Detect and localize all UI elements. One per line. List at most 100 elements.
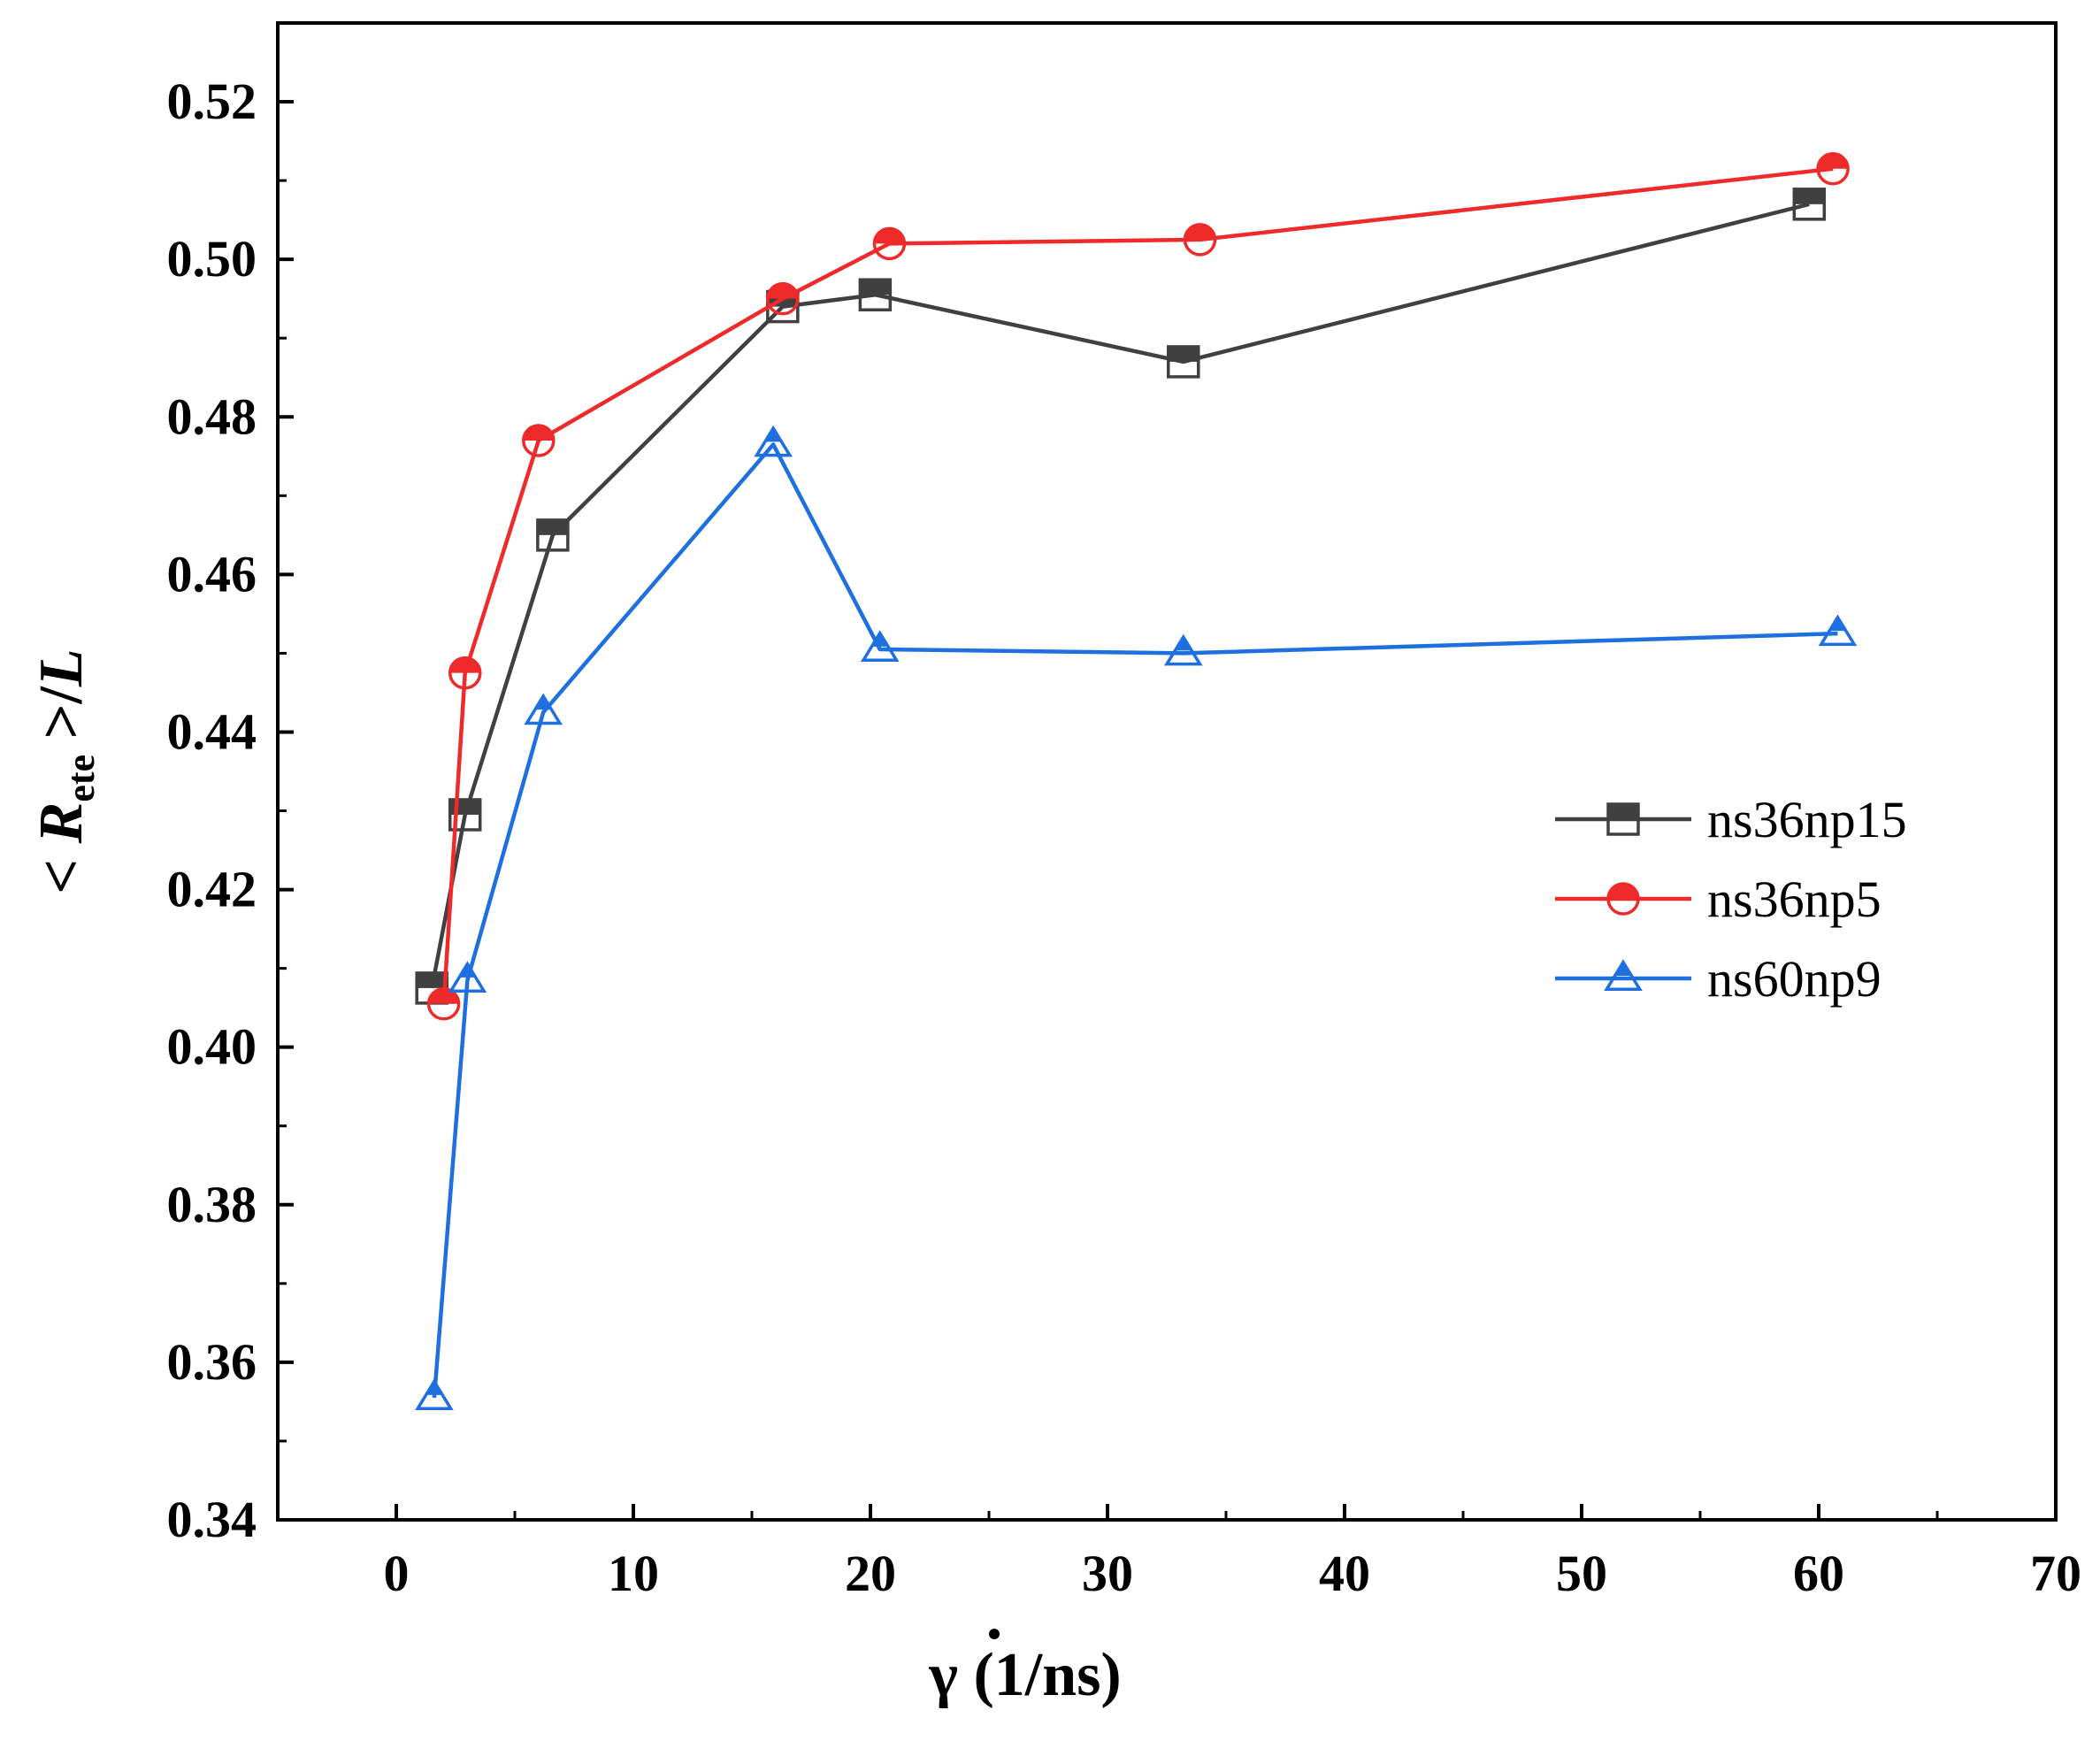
data-point bbox=[448, 656, 482, 690]
series-ns60np9 bbox=[415, 425, 1858, 1410]
data-point bbox=[754, 425, 793, 457]
marker-outline bbox=[1163, 633, 1203, 666]
marker-outline bbox=[1606, 802, 1640, 836]
data-point bbox=[860, 630, 900, 662]
x-tick-label: 30 bbox=[1082, 1545, 1133, 1602]
marker-outline bbox=[522, 424, 556, 457]
series-layer bbox=[415, 151, 1858, 1410]
y-tick-label: 0.44 bbox=[167, 702, 257, 760]
legend-marker bbox=[1606, 802, 1640, 836]
svg-text:< Rete >/L: < Rete >/L bbox=[27, 648, 103, 894]
data-point bbox=[415, 1378, 454, 1410]
data-point bbox=[448, 961, 487, 993]
y-tick-label: 0.50 bbox=[167, 230, 257, 288]
series-ns36np5 bbox=[426, 151, 1850, 1021]
marker-outline bbox=[1816, 151, 1850, 186]
legend: ns36np15 ns36np5 ns60np9 bbox=[1555, 791, 1907, 1008]
marker-outline bbox=[1167, 345, 1200, 379]
marker-outline bbox=[524, 693, 563, 725]
marker-outline bbox=[1818, 614, 1858, 647]
ticks-layer: 0 10 20 30 40 50 60 70 0.34 0.36 0.38 0.40 0.42 0.44 0… bbox=[167, 73, 2082, 1602]
marker-fill bbox=[764, 428, 782, 442]
y-axis-title-symbol: R bbox=[27, 802, 96, 845]
y-tick-label: 0.42 bbox=[167, 861, 257, 918]
x-tick-label: 50 bbox=[1556, 1545, 1607, 1602]
marker-fill bbox=[417, 972, 448, 988]
marker-outline bbox=[415, 1378, 454, 1410]
data-point bbox=[524, 693, 563, 725]
y-axis-title-denominator: L bbox=[27, 648, 96, 687]
x-axis-title-dot bbox=[989, 1629, 1000, 1639]
marker-fill bbox=[425, 1381, 443, 1395]
legend-item-ns60np9: ns60np9 bbox=[1555, 950, 1882, 1008]
x-axis-title-symbol: γ bbox=[928, 1641, 958, 1709]
x-tick-label: 40 bbox=[1319, 1545, 1370, 1602]
marker-outline bbox=[536, 518, 570, 552]
marker-outline bbox=[766, 281, 800, 316]
marker-outline bbox=[754, 425, 793, 457]
marker-fill bbox=[1175, 637, 1192, 651]
marker-outline bbox=[426, 986, 461, 1021]
legend-marker bbox=[1606, 882, 1640, 916]
svg-text:γ (1/ns): γ (1/ns) bbox=[928, 1641, 1122, 1709]
series-line bbox=[432, 442, 1838, 1399]
legend-label: ns60np9 bbox=[1707, 950, 1882, 1008]
y-axis-title-left: < bbox=[27, 843, 96, 894]
x-tick-label: 0 bbox=[384, 1545, 410, 1602]
marker-outline bbox=[1792, 188, 1827, 221]
y-tick-label: 0.52 bbox=[167, 73, 257, 130]
marker-outline bbox=[1183, 223, 1217, 257]
y-tick-label: 0.48 bbox=[167, 387, 257, 445]
x-axis-title: γ (1/ns) bbox=[928, 1629, 1122, 1709]
marker-outline bbox=[448, 961, 487, 993]
legend-item-ns36np5: ns36np5 bbox=[1555, 870, 1882, 928]
x-axis-title-unit: (1/ns) bbox=[958, 1641, 1122, 1709]
marker-fill bbox=[871, 633, 889, 647]
marker-outline bbox=[860, 630, 900, 662]
data-point bbox=[766, 281, 800, 316]
y-tick-label: 0.40 bbox=[167, 1018, 257, 1076]
data-point bbox=[1167, 345, 1200, 379]
data-point bbox=[522, 424, 556, 457]
plot-frame bbox=[276, 21, 2058, 1522]
marker-fill bbox=[860, 280, 891, 295]
marker-fill bbox=[537, 519, 568, 535]
y-tick-label: 0.34 bbox=[167, 1491, 257, 1548]
data-point bbox=[1816, 151, 1850, 186]
marker-outline bbox=[448, 656, 482, 690]
y-axis-title-subscript: ete bbox=[59, 755, 103, 802]
marker-fill bbox=[534, 695, 552, 710]
marker-fill bbox=[1829, 617, 1846, 632]
data-point bbox=[1163, 633, 1203, 666]
legend-label: ns36np15 bbox=[1707, 791, 1907, 848]
marker-fill bbox=[1608, 804, 1638, 819]
legend-marker bbox=[1604, 959, 1643, 991]
legend-item-ns36np15: ns36np15 bbox=[1555, 791, 1907, 848]
series-ns36np15 bbox=[415, 188, 1827, 1005]
marker-outline bbox=[858, 278, 893, 311]
data-point bbox=[872, 226, 907, 261]
marker-fill bbox=[1614, 962, 1632, 976]
x-tick-label: 10 bbox=[608, 1545, 659, 1602]
y-axis-title: < Rete >/L bbox=[27, 648, 103, 894]
x-tick-label: 60 bbox=[1793, 1545, 1844, 1602]
marker-fill bbox=[1168, 346, 1199, 362]
legend-label: ns36np5 bbox=[1707, 870, 1882, 928]
y-tick-label: 0.38 bbox=[167, 1176, 257, 1233]
x-tick-label: 20 bbox=[845, 1545, 896, 1602]
x-tick-label: 70 bbox=[2030, 1545, 2081, 1602]
marker-fill bbox=[459, 963, 476, 978]
y-tick-label: 0.36 bbox=[167, 1333, 257, 1391]
data-point bbox=[1792, 188, 1827, 221]
marker-outline bbox=[872, 226, 907, 261]
data-point bbox=[858, 278, 893, 311]
y-axis-title-right: >/ bbox=[27, 686, 96, 755]
series-line bbox=[429, 202, 1810, 989]
data-point bbox=[1818, 614, 1858, 647]
marker-outline bbox=[1606, 882, 1640, 916]
marker-outline bbox=[1604, 959, 1643, 991]
data-point bbox=[536, 518, 570, 552]
data-point bbox=[426, 986, 461, 1021]
y-tick-label: 0.46 bbox=[167, 545, 257, 602]
